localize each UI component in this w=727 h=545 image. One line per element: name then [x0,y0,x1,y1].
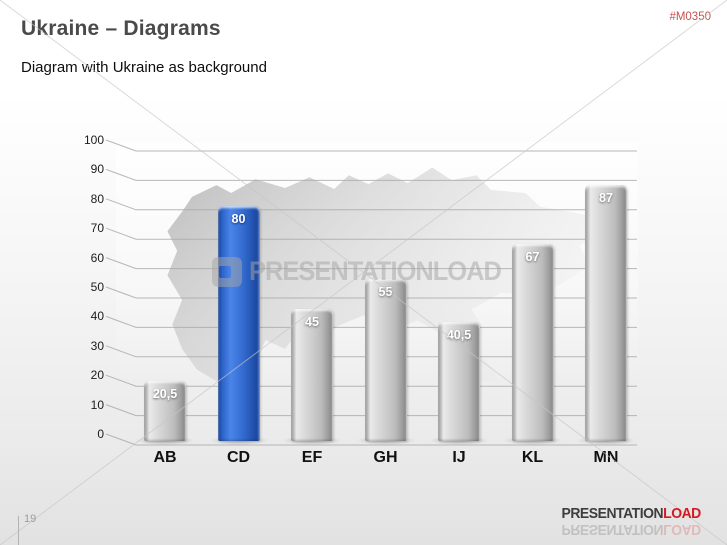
x-axis-label-CD: CD [226,449,251,466]
bar-value-label-AB: 20,5 [152,386,178,401]
y-axis-tick-90: 90 [90,162,104,177]
y-axis-tick-30: 30 [90,338,104,353]
bar-value-label-GH: 55 [378,285,393,300]
bar-value-label-IJ: 40,5 [446,327,472,342]
x-axis-label-KL: KL [521,449,544,466]
y-axis-tick-100: 100 [83,133,104,147]
x-axis-label-MN: MN [593,449,619,466]
x-axis-label-AB: AB [153,449,177,466]
x-axis-label-GH: GH [373,449,398,466]
y-axis-tick-10: 10 [90,397,104,412]
gridline-80 [105,198,637,211]
bar-EF: 45 [291,308,333,441]
bar-value-label-CD: 80 [231,211,246,226]
logo-text: PRESENTATIONLOAD [561,505,702,522]
watermark-text: PRESENTATIONLOAD [249,256,502,286]
y-axis-tick-60: 60 [90,250,104,265]
bar-GH: 55 [364,279,407,441]
watermark: PRESENTATIONLOAD [212,256,517,287]
bar-MN: 87 [585,185,627,441]
bar-value-label-MN: 87 [599,191,613,206]
bar-value-label-KL: 67 [525,250,540,265]
bar-value-label-EF: 45 [305,314,319,329]
y-axis-tick-20: 20 [90,368,104,383]
gridline-100 [105,139,637,152]
y-axis-tick-40: 40 [90,309,104,324]
x-axis-label-IJ: IJ [452,449,466,466]
bar-AB: 20,5 [144,380,186,441]
bar-IJ: 40,5 [438,321,480,441]
gridline-70 [105,227,637,240]
y-axis-tick-80: 80 [90,191,104,206]
presentationload-logo: PRESENTATIONLOAD PRESENTATIONLOAD [551,505,702,538]
y-axis-tick-50: 50 [90,280,104,294]
y-axis-tick-0: 0 [97,427,104,441]
x-axis-label-EF: EF [301,449,323,466]
presentationload-logo-icon [212,256,242,287]
bar-CD: 80 [217,205,260,441]
page-number-separator [18,516,19,545]
page-number: 19 [24,513,37,525]
logo-reflection: PRESENTATIONLOAD [561,521,701,538]
y-axis-tick-70: 70 [90,221,104,236]
gridline-90 [105,168,637,181]
bar-KL: 67 [511,244,554,441]
